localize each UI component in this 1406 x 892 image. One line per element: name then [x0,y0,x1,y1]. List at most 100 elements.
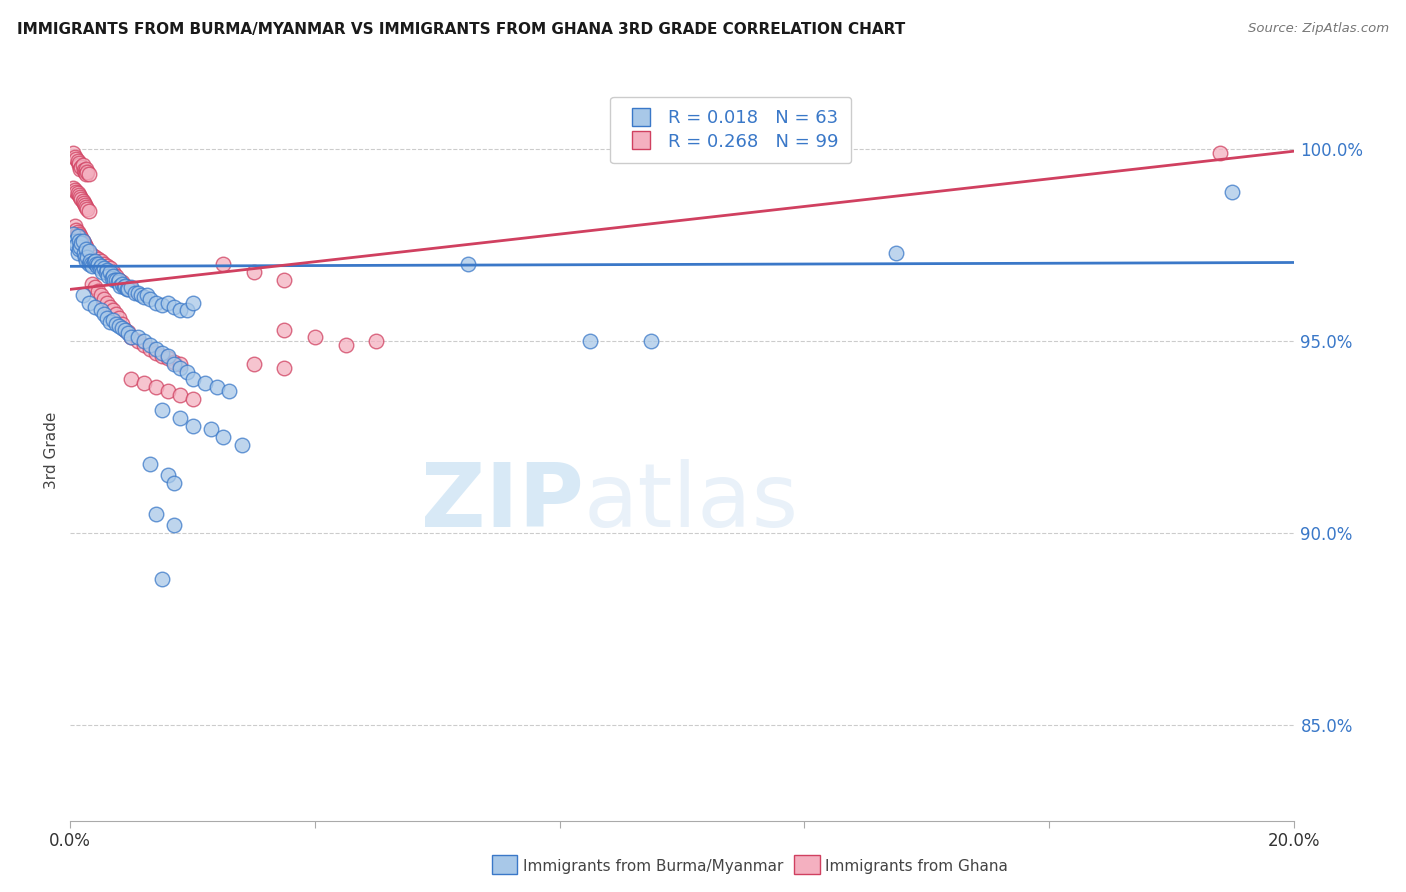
Point [70,192,93,206]
Point [69,235,91,249]
Point [72,288,94,302]
Point [304,330,326,344]
Point [76,202,98,216]
Point [157,384,180,398]
Point [67,158,90,172]
Point [80,277,103,291]
Point [91,265,114,279]
Point [181,372,204,386]
Point [114,278,136,293]
Point [169,388,191,402]
Point [457,257,479,271]
Point [63,219,86,233]
Point [169,410,191,425]
Point [66,153,89,168]
Point [93,257,115,271]
Point [129,288,152,302]
Point [83,280,105,294]
Point [335,338,357,352]
Text: atlas: atlas [583,458,799,546]
Point [76,165,98,179]
Point [62,180,84,194]
Text: Immigrants from Ghana: Immigrants from Ghana [825,859,1008,873]
Point [105,273,128,287]
Point [90,253,112,268]
Point [101,268,124,283]
Point [75,242,97,256]
Point [87,252,110,266]
Point [67,188,90,202]
Point [145,380,167,394]
Point [75,200,97,214]
Point [150,403,173,417]
Point [83,250,105,264]
Point [176,303,198,318]
Text: Immigrants from Burma/Myanmar: Immigrants from Burma/Myanmar [523,859,783,873]
Point [66,246,89,260]
Point [579,334,602,348]
Point [135,288,157,302]
Point [163,300,186,314]
Point [80,257,103,271]
Point [114,323,136,337]
Point [121,330,143,344]
Point [150,345,173,359]
Point [157,350,180,364]
Point [117,282,139,296]
Text: ZIP: ZIP [422,458,583,546]
Point [70,236,93,251]
Point [87,257,110,271]
Y-axis label: 3rd Grade: 3rd Grade [44,412,59,489]
Point [200,422,222,436]
Point [101,303,124,318]
Point [243,357,266,371]
Point [273,323,295,337]
Point [145,342,167,356]
Text: Source: ZipAtlas.com: Source: ZipAtlas.com [1249,22,1389,36]
Point [90,303,112,318]
Point [83,300,105,314]
Point [72,235,94,249]
Point [96,260,118,274]
Point [72,235,94,249]
Point [90,288,112,302]
Point [366,334,388,348]
Point [176,365,198,379]
Point [121,330,143,344]
Point [65,238,87,252]
Point [84,257,107,271]
Point [96,295,118,310]
Point [93,261,115,276]
Point [132,338,155,352]
Point [273,273,295,287]
Point [80,248,103,262]
Point [75,161,97,176]
Legend: R = 0.018   N = 63, R = 0.268   N = 99: R = 0.018 N = 63, R = 0.268 N = 99 [610,96,851,163]
Point [69,240,91,254]
Point [139,292,162,306]
Point [150,572,173,586]
Point [181,392,204,406]
Point [132,376,155,391]
Point [73,198,96,212]
Point [132,334,155,348]
Point [65,223,87,237]
Point [105,317,128,331]
Point [73,165,96,179]
Point [145,295,167,310]
Point [82,260,104,274]
Point [114,278,136,293]
Point [169,357,191,371]
Point [231,438,253,452]
Text: IMMIGRANTS FROM BURMA/MYANMAR VS IMMIGRANTS FROM GHANA 3RD GRADE CORRELATION CHA: IMMIGRANTS FROM BURMA/MYANMAR VS IMMIGRA… [17,22,905,37]
Point [62,227,84,241]
Point [108,311,131,326]
Point [163,518,186,533]
Point [65,152,87,166]
Point [75,240,97,254]
Point [145,507,167,521]
Point [76,244,98,258]
Point [150,350,173,364]
Point [97,268,120,283]
Point [117,280,139,294]
